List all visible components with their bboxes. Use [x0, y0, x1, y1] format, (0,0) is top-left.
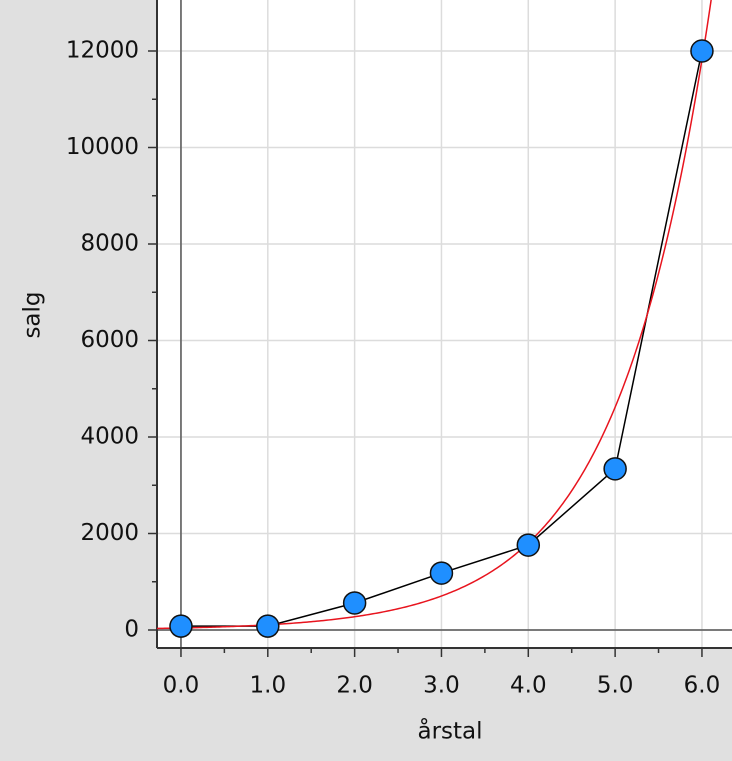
y-tick-label: 2000	[80, 520, 139, 546]
data-point	[342, 591, 367, 615]
data-point	[690, 39, 714, 63]
data-point	[516, 533, 541, 557]
data-point	[603, 457, 627, 481]
y-axis-label: salg	[20, 291, 46, 338]
x-axis-label: årstal	[417, 717, 482, 745]
data-point	[169, 614, 193, 638]
x-tick-label: 5.0	[597, 673, 634, 699]
x-tick-label: 1.0	[250, 673, 287, 699]
x-tick-label: 6.0	[684, 673, 721, 699]
y-tick-label: 4000	[80, 424, 139, 450]
y-tick-label: 6000	[80, 327, 139, 353]
x-tick-label: 2.0	[336, 673, 373, 699]
plot-area	[157, 0, 732, 648]
data-point	[256, 614, 280, 638]
fit-curve	[156, 0, 712, 630]
x-tick-label: 3.0	[423, 673, 460, 699]
data-point	[429, 561, 454, 585]
x-tick-label: 4.0	[510, 673, 547, 699]
y-tick-label: 0	[124, 617, 139, 643]
x-tick-label: 0.0	[163, 673, 200, 699]
y-tick-label: 10000	[66, 134, 139, 160]
y-tick-label: 12000	[66, 38, 139, 64]
y-tick-label: 8000	[80, 231, 139, 257]
